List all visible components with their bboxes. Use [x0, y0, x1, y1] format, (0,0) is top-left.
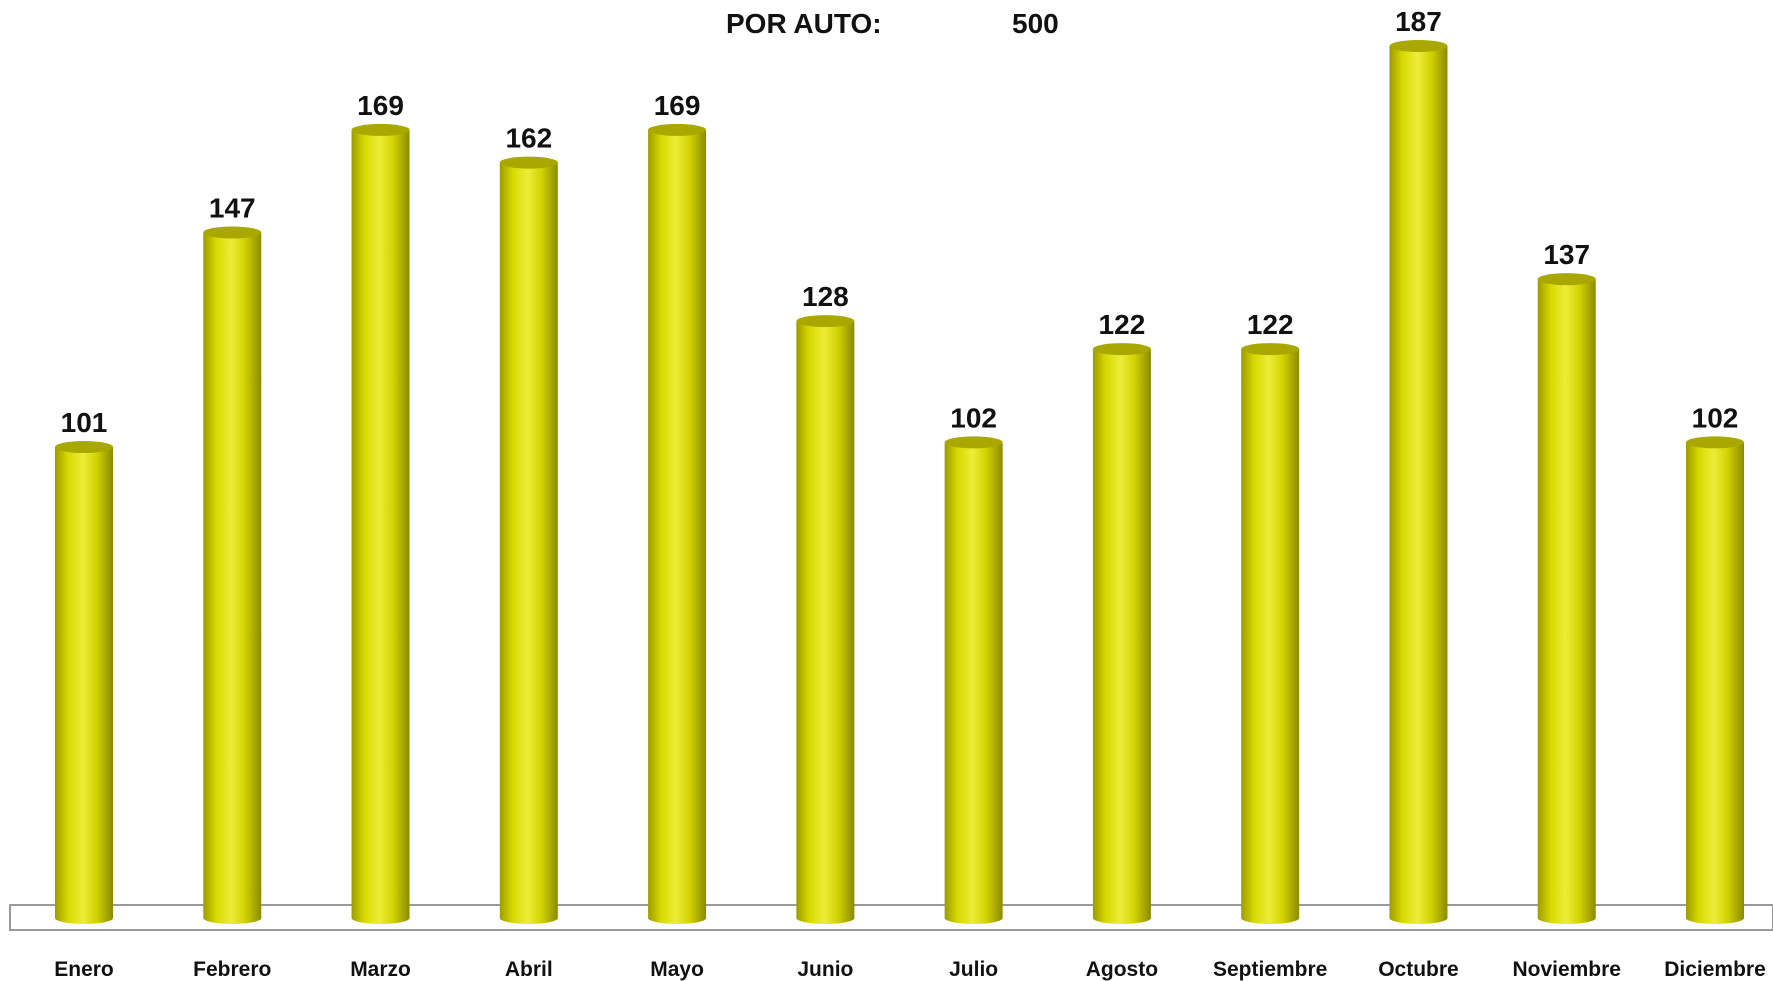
bar-junio	[796, 315, 855, 924]
bar-body	[1241, 349, 1300, 925]
bar-top-cap	[351, 123, 410, 136]
category-label: Marzo	[350, 958, 411, 981]
category-label: Octubre	[1378, 958, 1459, 981]
header-label: POR AUTO:	[726, 8, 882, 39]
bar-body	[944, 442, 1003, 924]
bar-body	[648, 129, 707, 925]
value-label: 137	[1543, 239, 1590, 270]
bar-body	[55, 447, 113, 924]
bar-marzo	[351, 123, 410, 925]
bar-enero	[55, 441, 113, 924]
category-label: Noviembre	[1512, 958, 1621, 981]
bar-top-cap	[796, 315, 855, 328]
bar-body	[1686, 442, 1744, 924]
category-label: Febrero	[193, 958, 271, 981]
chart-floor	[9, 904, 1773, 931]
value-label: 102	[1692, 402, 1739, 433]
category-labels-group: Enero Febrero Marzo Abril Mayo Junio Julio Agos…	[54, 958, 1766, 981]
bar-mayo	[648, 123, 707, 925]
bar-top-cap	[499, 156, 558, 169]
bar-top-cap	[1389, 40, 1448, 52]
value-label: 162	[505, 123, 552, 154]
bar-top-cap	[944, 436, 1003, 449]
value-label: 122	[1247, 309, 1294, 340]
value-label: 122	[1099, 309, 1146, 340]
value-label: 187	[1395, 6, 1442, 37]
category-label: Abril	[505, 958, 553, 981]
category-label: Junio	[797, 958, 853, 981]
value-label: 128	[802, 281, 849, 312]
value-label: 147	[209, 193, 256, 224]
bar-top-cap	[1686, 436, 1744, 449]
bar-diciembre	[1686, 436, 1744, 924]
value-label: 101	[61, 407, 108, 438]
bar-body	[1092, 349, 1151, 925]
header-value: 500	[1012, 8, 1059, 39]
bar-noviembre	[1537, 273, 1596, 924]
category-label: Enero	[54, 958, 114, 981]
bar-body	[203, 232, 262, 924]
category-label: Septiembre	[1213, 958, 1327, 981]
bar-top-cap	[55, 441, 113, 454]
bar-body	[796, 321, 855, 924]
value-label: 102	[950, 402, 997, 433]
bar-abril	[499, 156, 558, 925]
bar-body	[1537, 279, 1596, 924]
bar-body	[499, 162, 558, 925]
value-label: 169	[654, 90, 701, 121]
bar-body	[351, 129, 410, 925]
bars-group	[55, 40, 1744, 925]
category-label: Julio	[949, 958, 998, 981]
bar-top-cap	[1241, 343, 1300, 356]
bar-top-cap	[1537, 273, 1596, 286]
bar-julio	[944, 436, 1003, 924]
category-label: Diciembre	[1664, 958, 1766, 981]
bar-septiembre	[1241, 343, 1300, 925]
bar-octubre	[1389, 40, 1448, 924]
bar-top-cap	[1092, 343, 1151, 356]
bar-top-cap	[203, 226, 262, 239]
category-label: Mayo	[650, 958, 704, 981]
bar-febrero	[203, 226, 262, 924]
value-label: 169	[357, 90, 404, 121]
bar-body	[1389, 46, 1448, 924]
bar-top-cap	[648, 123, 707, 136]
bar-agosto	[1092, 343, 1151, 925]
value-labels-group: 101 147 169 162 169 128 102 122 122 187 137 102	[61, 6, 1739, 438]
category-label: Agosto	[1086, 958, 1158, 981]
